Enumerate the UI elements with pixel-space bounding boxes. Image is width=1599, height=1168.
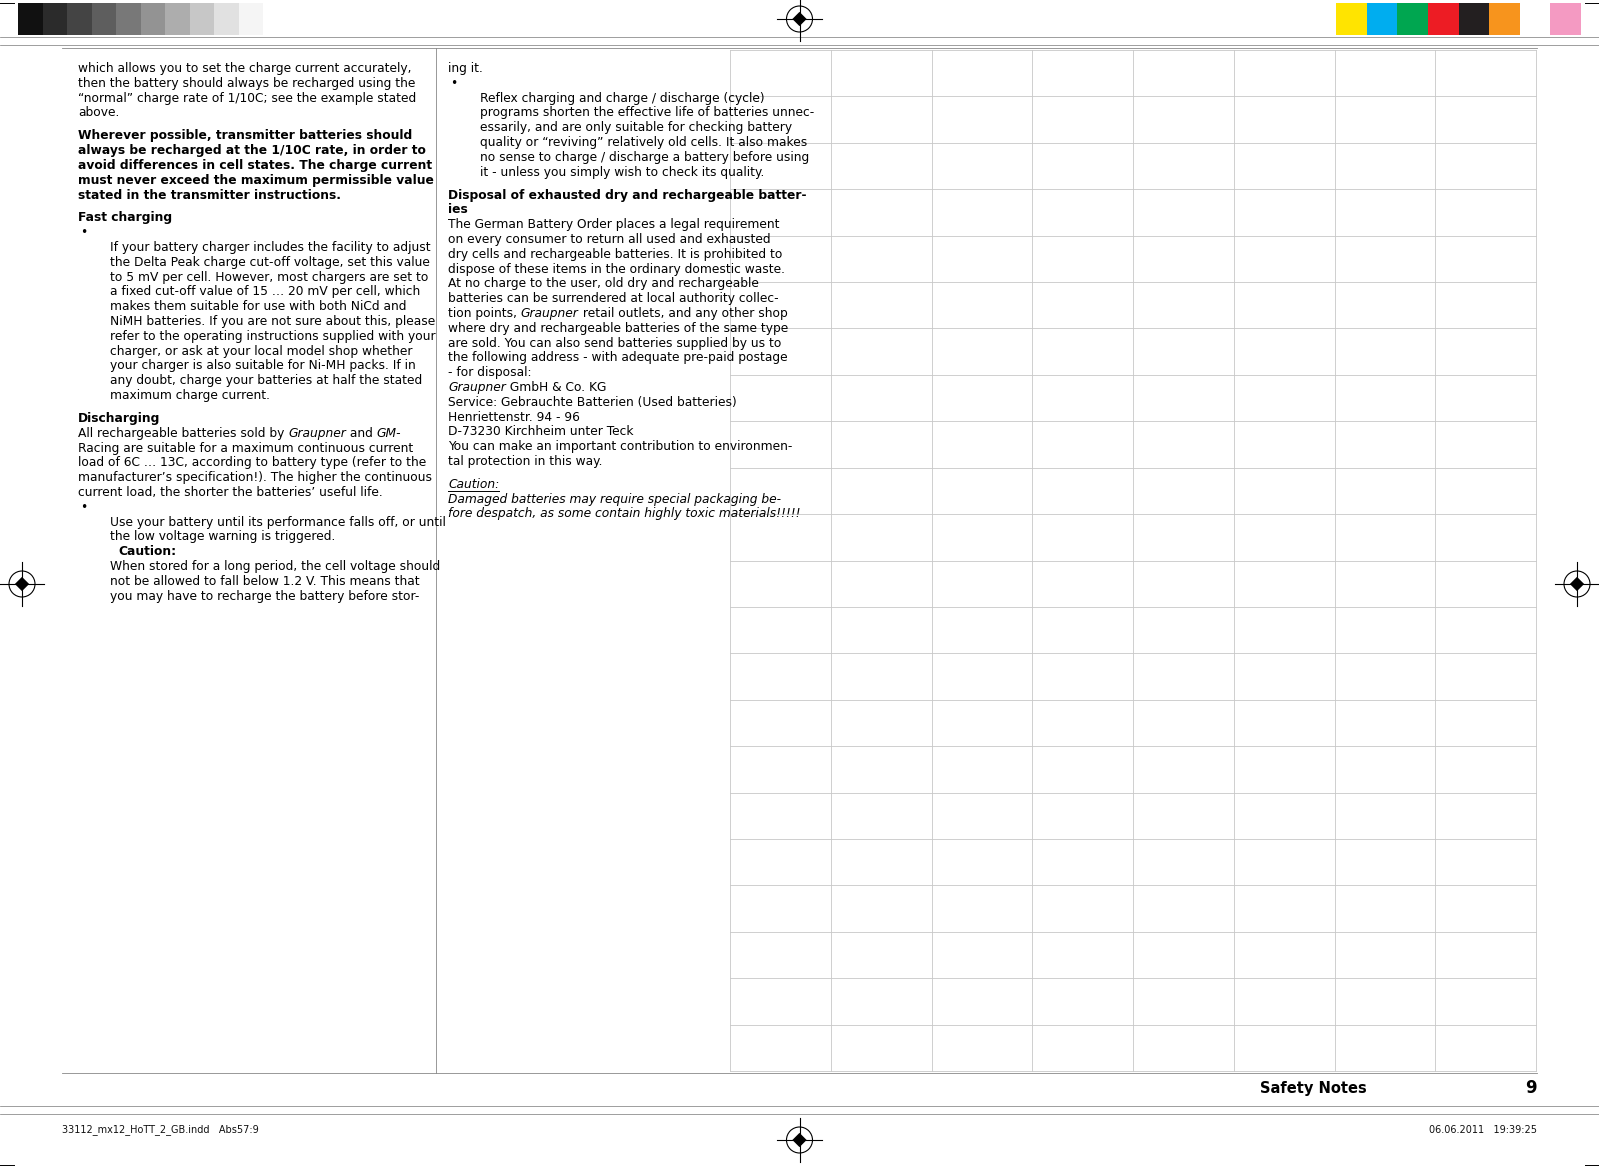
Text: the following address - with adequate pre-paid postage: the following address - with adequate pr… <box>448 352 788 364</box>
Bar <box>165 4 190 35</box>
Text: you may have to recharge the battery before stor-: you may have to recharge the battery bef… <box>110 590 419 603</box>
Text: Graupner: Graupner <box>521 307 579 320</box>
Text: tion points,: tion points, <box>448 307 521 320</box>
Text: 33112_mx12_HoTT_2_GB.indd   Abs57:9: 33112_mx12_HoTT_2_GB.indd Abs57:9 <box>62 1125 259 1135</box>
Text: You can make an important contribution to environmen-: You can make an important contribution t… <box>448 440 793 453</box>
Bar <box>1337 4 1367 35</box>
Bar <box>238 4 262 35</box>
Bar <box>43 4 67 35</box>
Text: quality or “reviving” relatively old cells. It also makes: quality or “reviving” relatively old cel… <box>480 135 807 150</box>
Bar <box>91 4 117 35</box>
Text: which allows you to set the charge current accurately,: which allows you to set the charge curre… <box>78 62 411 75</box>
Text: a fixed cut-off value of 15 … 20 mV per cell, which: a fixed cut-off value of 15 … 20 mV per … <box>110 285 421 299</box>
Text: any doubt, charge your batteries at half the stated: any doubt, charge your batteries at half… <box>110 374 422 388</box>
Bar <box>1367 4 1398 35</box>
Text: Henriettenstr. 94 - 96: Henriettenstr. 94 - 96 <box>448 410 580 424</box>
Text: Wherever possible, transmitter batteries should: Wherever possible, transmitter batteries… <box>78 130 413 142</box>
Text: All rechargeable batteries sold by: All rechargeable batteries sold by <box>78 426 288 440</box>
Polygon shape <box>14 577 29 591</box>
Text: always be recharged at the 1/10C rate, in order to: always be recharged at the 1/10C rate, i… <box>78 144 425 158</box>
Text: stated in the transmitter instructions.: stated in the transmitter instructions. <box>78 188 341 202</box>
Text: dispose of these items in the ordinary domestic waste.: dispose of these items in the ordinary d… <box>448 263 785 276</box>
Text: current load, the shorter the batteries’ useful life.: current load, the shorter the batteries’… <box>78 486 382 499</box>
Text: the low voltage warning is triggered.: the low voltage warning is triggered. <box>110 530 336 543</box>
Polygon shape <box>1570 577 1585 591</box>
Text: Safety Notes: Safety Notes <box>1260 1080 1367 1096</box>
Text: where dry and rechargeable batteries of the same type: where dry and rechargeable batteries of … <box>448 321 788 335</box>
Text: batteries can be surrendered at local authority collec-: batteries can be surrendered at local au… <box>448 292 779 305</box>
Text: Fast charging: Fast charging <box>78 211 173 224</box>
Bar <box>141 4 165 35</box>
Text: tal protection in this way.: tal protection in this way. <box>448 456 603 468</box>
Text: it - unless you simply wish to check its quality.: it - unless you simply wish to check its… <box>480 166 764 179</box>
Text: must never exceed the maximum permissible value: must never exceed the maximum permissibl… <box>78 174 433 187</box>
Text: 06.06.2011   19:39:25: 06.06.2011 19:39:25 <box>1430 1125 1537 1135</box>
Bar <box>67 4 91 35</box>
Polygon shape <box>793 12 806 26</box>
Text: are sold. You can also send batteries supplied by us to: are sold. You can also send batteries su… <box>448 336 782 349</box>
Text: 9: 9 <box>1525 1079 1537 1097</box>
Text: load of 6C … 13C, according to battery type (refer to the: load of 6C … 13C, according to battery t… <box>78 457 427 470</box>
Text: ing it.: ing it. <box>448 62 483 75</box>
Text: your charger is also suitable for Ni-MH packs. If in: your charger is also suitable for Ni-MH … <box>110 360 416 373</box>
Text: ies: ies <box>448 203 469 216</box>
Text: - for disposal:: - for disposal: <box>448 366 531 380</box>
Text: Caution:: Caution: <box>448 478 499 491</box>
Bar <box>1398 4 1428 35</box>
Text: Graupner: Graupner <box>448 381 505 394</box>
Text: maximum charge current.: maximum charge current. <box>110 389 270 402</box>
Text: Disposal of exhausted dry and rechargeable batter-: Disposal of exhausted dry and rechargeab… <box>448 188 806 202</box>
Bar <box>190 4 214 35</box>
Text: “normal” charge rate of 1/10C; see the example stated: “normal” charge rate of 1/10C; see the e… <box>78 91 416 105</box>
Bar <box>1489 4 1519 35</box>
Bar <box>1519 4 1551 35</box>
Text: GM-: GM- <box>377 426 401 440</box>
Text: refer to the operating instructions supplied with your: refer to the operating instructions supp… <box>110 329 435 343</box>
Text: charger, or ask at your local model shop whether: charger, or ask at your local model shop… <box>110 345 413 357</box>
Text: then the battery should always be recharged using the: then the battery should always be rechar… <box>78 77 416 90</box>
Text: programs shorten the effective life of batteries unnec-: programs shorten the effective life of b… <box>480 106 814 119</box>
Text: If your battery charger includes the facility to adjust: If your battery charger includes the fac… <box>110 241 430 255</box>
Text: NiMH batteries. If you are not sure about this, please: NiMH batteries. If you are not sure abou… <box>110 315 435 328</box>
Bar <box>1458 4 1489 35</box>
Text: manufacturer’s specification!). The higher the continuous: manufacturer’s specification!). The high… <box>78 471 432 485</box>
Text: The German Battery Order places a legal requirement: The German Battery Order places a legal … <box>448 218 779 231</box>
Text: fore despatch, as some contain highly toxic materials!!!!!: fore despatch, as some contain highly to… <box>448 507 801 521</box>
Text: D-73230 Kirchheim unter Teck: D-73230 Kirchheim unter Teck <box>448 425 633 438</box>
Text: Service: Gebrauchte Batterien (Used batteries): Service: Gebrauchte Batterien (Used batt… <box>448 396 737 409</box>
Text: •: • <box>80 227 88 239</box>
Text: the Delta Peak charge cut-off voltage, set this value: the Delta Peak charge cut-off voltage, s… <box>110 256 430 269</box>
Text: When stored for a long period, the cell voltage should: When stored for a long period, the cell … <box>110 559 440 573</box>
Text: makes them suitable for use with both NiCd and: makes them suitable for use with both Ni… <box>110 300 406 313</box>
Polygon shape <box>793 1133 806 1147</box>
Text: Damaged batteries may require special packaging be-: Damaged batteries may require special pa… <box>448 493 780 506</box>
Text: and: and <box>345 426 377 440</box>
Text: not be allowed to fall below 1.2 V. This means that: not be allowed to fall below 1.2 V. This… <box>110 575 419 588</box>
Bar <box>214 4 238 35</box>
Text: At no charge to the user, old dry and rechargeable: At no charge to the user, old dry and re… <box>448 277 760 291</box>
Text: Use your battery until its performance falls off, or until: Use your battery until its performance f… <box>110 515 446 529</box>
Text: above.: above. <box>78 106 120 119</box>
Text: retail outlets, and any other shop: retail outlets, and any other shop <box>579 307 787 320</box>
Text: Discharging: Discharging <box>78 412 160 425</box>
Text: no sense to charge / discharge a battery before using: no sense to charge / discharge a battery… <box>480 151 809 164</box>
Text: essarily, and are only suitable for checking battery: essarily, and are only suitable for chec… <box>480 121 792 134</box>
Text: •: • <box>80 501 88 514</box>
Bar <box>1428 4 1458 35</box>
Text: to 5 mV per cell. However, most chargers are set to: to 5 mV per cell. However, most chargers… <box>110 271 429 284</box>
Text: GmbH & Co. KG: GmbH & Co. KG <box>505 381 606 394</box>
Bar <box>117 4 141 35</box>
Text: avoid differences in cell states. The charge current: avoid differences in cell states. The ch… <box>78 159 432 172</box>
Bar <box>18 4 43 35</box>
Text: Caution:: Caution: <box>118 545 176 558</box>
Text: •: • <box>449 77 457 90</box>
Text: Racing are suitable for a maximum continuous current: Racing are suitable for a maximum contin… <box>78 442 413 454</box>
Text: Graupner: Graupner <box>288 426 345 440</box>
Text: Reflex charging and charge / discharge (cycle): Reflex charging and charge / discharge (… <box>480 91 764 105</box>
Text: dry cells and rechargeable batteries. It is prohibited to: dry cells and rechargeable batteries. It… <box>448 248 782 260</box>
Bar <box>1551 4 1581 35</box>
Text: on every consumer to return all used and exhausted: on every consumer to return all used and… <box>448 232 771 246</box>
